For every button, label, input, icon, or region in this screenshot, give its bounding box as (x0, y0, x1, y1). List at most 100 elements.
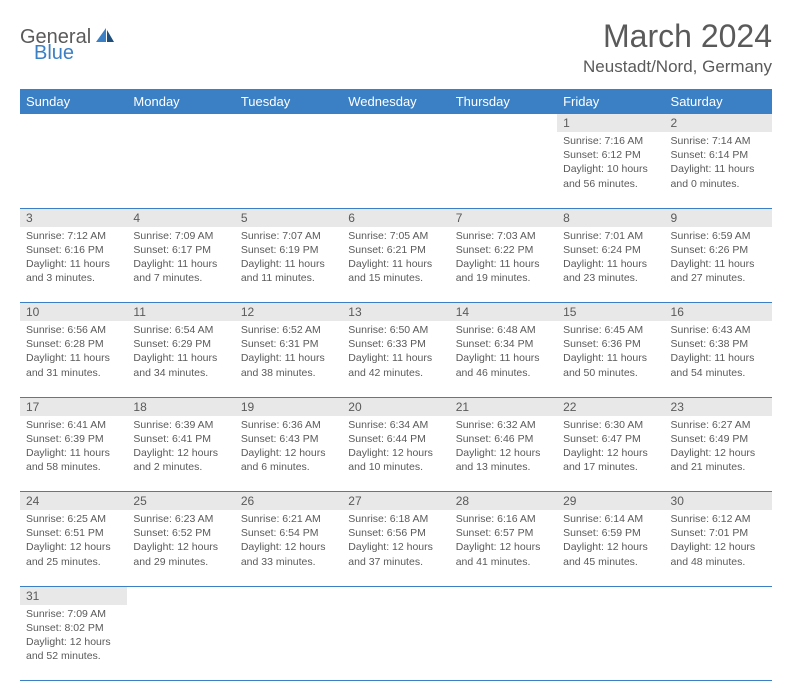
sunset-text: Sunset: 6:36 PM (563, 337, 658, 351)
daylight-text: Daylight: 12 hours and 25 minutes. (26, 540, 121, 568)
sunrise-text: Sunrise: 7:14 AM (671, 134, 766, 148)
daylight-text: Daylight: 11 hours and 42 minutes. (348, 351, 443, 379)
col-wednesday: Wednesday (342, 89, 449, 114)
logo-text-blue: Blue (34, 42, 74, 64)
sunset-text: Sunset: 6:16 PM (26, 243, 121, 257)
sunset-text: Sunset: 6:46 PM (456, 432, 551, 446)
day-number-cell: 8 (557, 208, 664, 227)
day-cell (127, 132, 234, 208)
day-content: Sunrise: 6:54 AMSunset: 6:29 PMDaylight:… (127, 321, 234, 384)
day-content: Sunrise: 6:32 AMSunset: 6:46 PMDaylight:… (450, 416, 557, 479)
day-cell: Sunrise: 7:01 AMSunset: 6:24 PMDaylight:… (557, 227, 664, 303)
day-number-row: 12 (20, 114, 772, 132)
sunrise-text: Sunrise: 6:21 AM (241, 512, 336, 526)
sunset-text: Sunset: 8:02 PM (26, 621, 121, 635)
sunrise-text: Sunrise: 7:09 AM (26, 607, 121, 621)
sunset-text: Sunset: 6:51 PM (26, 526, 121, 540)
day-cell: Sunrise: 6:30 AMSunset: 6:47 PMDaylight:… (557, 416, 664, 492)
sunset-text: Sunset: 6:56 PM (348, 526, 443, 540)
daylight-text: Daylight: 12 hours and 2 minutes. (133, 446, 228, 474)
day-content-row: Sunrise: 6:41 AMSunset: 6:39 PMDaylight:… (20, 416, 772, 492)
title-block: March 2024 Neustadt/Nord, Germany (583, 18, 772, 77)
day-cell (127, 605, 234, 681)
sunrise-text: Sunrise: 6:36 AM (241, 418, 336, 432)
sunrise-text: Sunrise: 6:52 AM (241, 323, 336, 337)
sunrise-text: Sunrise: 6:12 AM (671, 512, 766, 526)
col-monday: Monday (127, 89, 234, 114)
sunrise-text: Sunrise: 6:50 AM (348, 323, 443, 337)
day-cell: Sunrise: 6:36 AMSunset: 6:43 PMDaylight:… (235, 416, 342, 492)
day-number-cell: 30 (665, 492, 772, 511)
page-title: March 2024 (583, 18, 772, 55)
day-number-cell: 20 (342, 397, 449, 416)
sunset-text: Sunset: 6:12 PM (563, 148, 658, 162)
sunset-text: Sunset: 6:33 PM (348, 337, 443, 351)
day-content: Sunrise: 6:14 AMSunset: 6:59 PMDaylight:… (557, 510, 664, 573)
daylight-text: Daylight: 12 hours and 21 minutes. (671, 446, 766, 474)
calendar-table: Sunday Monday Tuesday Wednesday Thursday… (20, 89, 772, 681)
day-number-cell: 28 (450, 492, 557, 511)
day-number-cell: 14 (450, 303, 557, 322)
day-cell: Sunrise: 7:03 AMSunset: 6:22 PMDaylight:… (450, 227, 557, 303)
sunset-text: Sunset: 6:24 PM (563, 243, 658, 257)
daylight-text: Daylight: 11 hours and 11 minutes. (241, 257, 336, 285)
daylight-text: Daylight: 11 hours and 0 minutes. (671, 162, 766, 190)
sunrise-text: Sunrise: 6:23 AM (133, 512, 228, 526)
day-number-cell: 9 (665, 208, 772, 227)
day-cell: Sunrise: 7:09 AMSunset: 8:02 PMDaylight:… (20, 605, 127, 681)
day-cell: Sunrise: 6:32 AMSunset: 6:46 PMDaylight:… (450, 416, 557, 492)
sunrise-text: Sunrise: 6:34 AM (348, 418, 443, 432)
sunrise-text: Sunrise: 6:54 AM (133, 323, 228, 337)
daylight-text: Daylight: 12 hours and 6 minutes. (241, 446, 336, 474)
day-number-cell: 5 (235, 208, 342, 227)
sunset-text: Sunset: 6:14 PM (671, 148, 766, 162)
day-cell: Sunrise: 6:34 AMSunset: 6:44 PMDaylight:… (342, 416, 449, 492)
day-number-cell (665, 586, 772, 605)
day-content-row: Sunrise: 7:12 AMSunset: 6:16 PMDaylight:… (20, 227, 772, 303)
day-content: Sunrise: 6:16 AMSunset: 6:57 PMDaylight:… (450, 510, 557, 573)
sunset-text: Sunset: 7:01 PM (671, 526, 766, 540)
day-cell (235, 132, 342, 208)
sunrise-text: Sunrise: 6:27 AM (671, 418, 766, 432)
day-number-cell: 17 (20, 397, 127, 416)
day-cell (450, 605, 557, 681)
sunrise-text: Sunrise: 6:56 AM (26, 323, 121, 337)
sunrise-text: Sunrise: 6:16 AM (456, 512, 551, 526)
day-cell (557, 605, 664, 681)
sunset-text: Sunset: 6:54 PM (241, 526, 336, 540)
daylight-text: Daylight: 10 hours and 56 minutes. (563, 162, 658, 190)
day-cell: Sunrise: 7:09 AMSunset: 6:17 PMDaylight:… (127, 227, 234, 303)
day-content: Sunrise: 6:41 AMSunset: 6:39 PMDaylight:… (20, 416, 127, 479)
day-content-row: Sunrise: 6:56 AMSunset: 6:28 PMDaylight:… (20, 321, 772, 397)
day-cell: Sunrise: 6:14 AMSunset: 6:59 PMDaylight:… (557, 510, 664, 586)
sunrise-text: Sunrise: 7:12 AM (26, 229, 121, 243)
sunset-text: Sunset: 6:34 PM (456, 337, 551, 351)
day-number-cell: 31 (20, 586, 127, 605)
sunset-text: Sunset: 6:21 PM (348, 243, 443, 257)
day-cell: Sunrise: 6:56 AMSunset: 6:28 PMDaylight:… (20, 321, 127, 397)
daylight-text: Daylight: 12 hours and 37 minutes. (348, 540, 443, 568)
day-cell: Sunrise: 6:43 AMSunset: 6:38 PMDaylight:… (665, 321, 772, 397)
col-thursday: Thursday (450, 89, 557, 114)
day-number-cell: 25 (127, 492, 234, 511)
day-number-cell: 7 (450, 208, 557, 227)
sunrise-text: Sunrise: 6:25 AM (26, 512, 121, 526)
day-content: Sunrise: 6:59 AMSunset: 6:26 PMDaylight:… (665, 227, 772, 290)
day-cell (20, 132, 127, 208)
day-cell: Sunrise: 6:54 AMSunset: 6:29 PMDaylight:… (127, 321, 234, 397)
day-content: Sunrise: 7:03 AMSunset: 6:22 PMDaylight:… (450, 227, 557, 290)
sunrise-text: Sunrise: 6:45 AM (563, 323, 658, 337)
day-cell: Sunrise: 6:59 AMSunset: 6:26 PMDaylight:… (665, 227, 772, 303)
day-content: Sunrise: 6:48 AMSunset: 6:34 PMDaylight:… (450, 321, 557, 384)
day-cell (450, 132, 557, 208)
day-cell: Sunrise: 6:25 AMSunset: 6:51 PMDaylight:… (20, 510, 127, 586)
daylight-text: Daylight: 11 hours and 38 minutes. (241, 351, 336, 379)
day-number-cell: 27 (342, 492, 449, 511)
day-number-cell (450, 586, 557, 605)
sunset-text: Sunset: 6:41 PM (133, 432, 228, 446)
sunrise-text: Sunrise: 6:18 AM (348, 512, 443, 526)
daylight-text: Daylight: 12 hours and 52 minutes. (26, 635, 121, 663)
day-number-cell (342, 114, 449, 132)
daylight-text: Daylight: 11 hours and 3 minutes. (26, 257, 121, 285)
day-content: Sunrise: 7:09 AMSunset: 6:17 PMDaylight:… (127, 227, 234, 290)
